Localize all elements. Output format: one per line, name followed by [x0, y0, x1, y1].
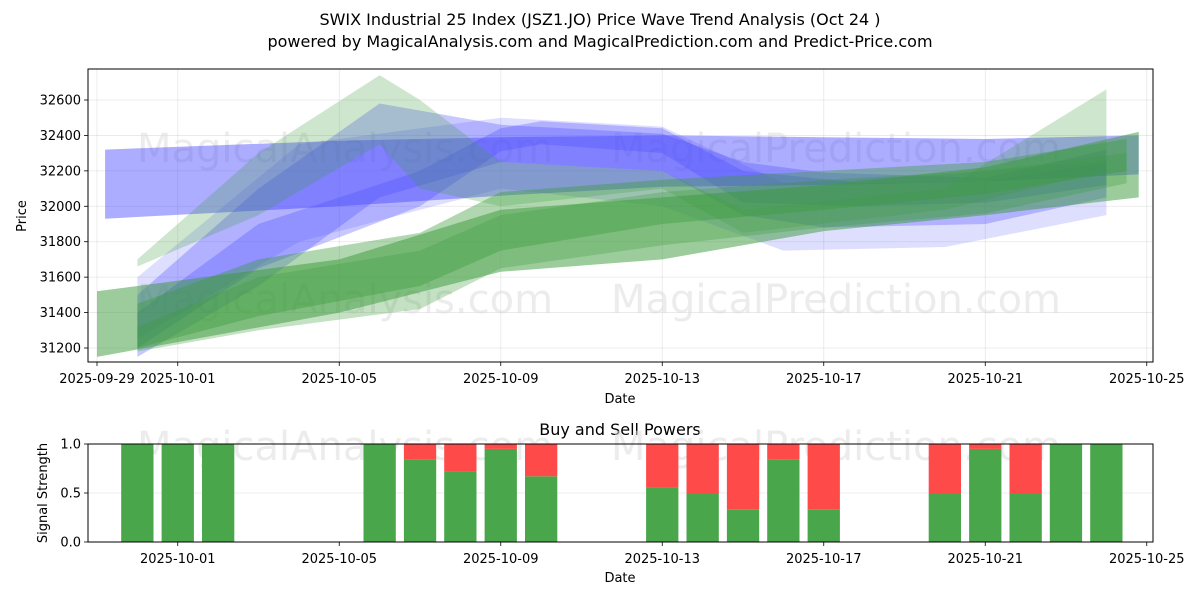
buy-bar: [687, 493, 719, 542]
buy-bar: [808, 510, 840, 542]
signal-y-tick-label: 1.0: [60, 438, 81, 453]
buy-bar: [162, 444, 194, 542]
signal-x-tick-label: 2025-10-21: [947, 552, 1023, 567]
chart-canvas: MagicalAnalysis.com MagicalPrediction.co…: [0, 0, 1200, 600]
buy-bar: [202, 444, 234, 542]
price-x-tick-label: 2025-10-05: [301, 372, 377, 387]
signal-x-tick-label: 2025-10-09: [463, 552, 539, 567]
signal-x-tick-label: 2025-10-05: [301, 552, 377, 567]
signal-plot: Buy and Sell Powers MagicalAnalysis.com …: [36, 420, 1185, 586]
price-x-tick-label: 2025-10-01: [140, 372, 216, 387]
buy-bar: [444, 471, 476, 542]
sell-bar: [727, 444, 759, 510]
buy-bar: [364, 444, 396, 542]
buy-bar: [969, 449, 1001, 542]
price-y-tick-label: 31400: [40, 306, 81, 321]
sell-bar: [808, 444, 840, 510]
signal-y-tick-label: 0.0: [60, 536, 81, 551]
buy-bar: [727, 510, 759, 542]
buy-bar: [1090, 444, 1122, 542]
buy-bar: [929, 493, 961, 542]
buy-bar: [525, 476, 557, 542]
sell-bar: [444, 444, 476, 471]
buy-bar: [121, 444, 153, 542]
price-y-tick-label: 32400: [40, 129, 81, 144]
buy-bar: [404, 460, 436, 542]
sell-bar: [969, 444, 1001, 449]
signal-x-tick-label: 2025-10-17: [786, 552, 862, 567]
sell-bar: [485, 444, 517, 449]
signal-y-ticks: 0.0 0.5 1.0: [60, 438, 88, 551]
sell-bar: [687, 444, 719, 493]
price-x-tick-label: 2025-10-25: [1109, 372, 1185, 387]
signal-x-axis-label: Date: [604, 571, 635, 586]
sell-bar: [525, 444, 557, 476]
signal-x-tick-label: 2025-10-25: [1109, 552, 1185, 567]
sell-bar: [646, 444, 678, 487]
signal-x-ticks: 2025-10-01 2025-10-05 2025-10-09 2025-10-13…: [140, 542, 1185, 567]
price-y-ticks: 31200 31400 31600 31800 32000 32200 32400 32600: [40, 94, 88, 357]
price-y-tick-label: 31200: [40, 342, 81, 357]
signal-x-tick-label: 2025-10-13: [624, 552, 700, 567]
price-y-tick-label: 31600: [40, 271, 81, 286]
price-y-tick-label: 32200: [40, 164, 81, 179]
price-x-tick-label: 2025-10-09: [463, 372, 539, 387]
sell-bar: [929, 444, 961, 493]
price-plot: MagicalAnalysis.com MagicalPrediction.co…: [15, 69, 1185, 407]
buy-bar: [646, 487, 678, 542]
sell-bar: [1010, 444, 1042, 493]
price-x-tick-label: 2025-10-21: [947, 372, 1023, 387]
watermark-prediction-bottom: MagicalPrediction.com: [611, 277, 1061, 323]
buy-bar: [1010, 493, 1042, 542]
price-x-axis-label: Date: [604, 392, 635, 407]
price-x-tick-label: 2025-10-13: [624, 372, 700, 387]
sell-bar: [404, 444, 436, 460]
price-y-tick-label: 32000: [40, 200, 81, 215]
signal-x-tick-label: 2025-10-01: [140, 552, 216, 567]
buy-bar: [767, 460, 799, 542]
buy-bar: [1050, 444, 1082, 542]
sell-bar: [767, 444, 799, 460]
buy-bar: [485, 449, 517, 542]
price-y-axis-label: Price: [15, 200, 30, 232]
signal-y-tick-label: 0.5: [60, 487, 81, 502]
price-y-tick-label: 32600: [40, 94, 81, 109]
signal-y-axis-label: Signal Strength: [36, 443, 51, 543]
price-x-ticks: 2025-09-29 2025-10-01 2025-10-05 2025-10-09…: [59, 362, 1184, 387]
price-x-tick-label: 2025-10-17: [786, 372, 862, 387]
price-y-tick-label: 31800: [40, 235, 81, 250]
price-x-tick-label: 2025-09-29: [59, 372, 135, 387]
